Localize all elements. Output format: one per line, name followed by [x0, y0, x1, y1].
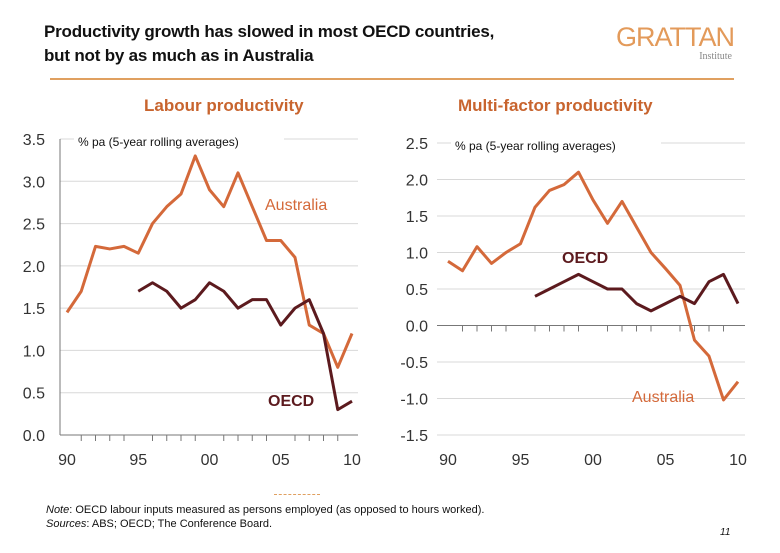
- note-label: Note: [46, 504, 70, 516]
- y-tick-label: 2.0: [406, 173, 428, 190]
- sources-line: Sources: ABS; OECD; The Conference Board…: [46, 517, 484, 531]
- series-line-australia: [447, 170, 740, 402]
- y-tick-label: 3.5: [23, 132, 45, 149]
- y-tick-label: 3.0: [23, 174, 45, 191]
- chart-title-mfp: Multi-factor productivity: [458, 96, 653, 115]
- title-line-1: Productivity growth has slowed in most O…: [44, 22, 495, 41]
- y-axis-label: % pa (5-year rolling averages): [78, 135, 239, 149]
- chart-title-labour: Labour productivity: [144, 96, 304, 115]
- series-label-australia: Australia: [632, 389, 694, 406]
- y-tick-label: -1.5: [400, 428, 428, 445]
- x-tick-label: 95: [512, 452, 530, 469]
- y-tick-label: 1.0: [406, 246, 428, 263]
- page-number: 11: [720, 527, 731, 538]
- sources-text: : ABS; OECD; The Conference Board.: [86, 518, 273, 530]
- grattan-logo: GRATTAN Institute: [606, 22, 735, 66]
- y-tick-label: 0.0: [23, 428, 45, 445]
- x-tick-label: 00: [584, 452, 602, 469]
- series-label-oecd: OECD: [268, 393, 314, 410]
- series-line-oecd: [534, 272, 740, 313]
- sources-label: Sources: [46, 518, 87, 530]
- subtitle-bg: [451, 135, 661, 151]
- footnote: Note: OECD labour inputs measured as per…: [46, 503, 484, 531]
- logo-text: GRATTAN: [616, 22, 735, 52]
- series-label-oecd: OECD: [562, 250, 608, 267]
- x-tick-label: 05: [657, 452, 675, 469]
- x-tick-label: 00: [201, 452, 219, 469]
- y-tick-label: -0.5: [400, 355, 428, 372]
- y-tick-label: 0.0: [406, 319, 428, 336]
- y-axis-label: % pa (5-year rolling averages): [455, 139, 616, 153]
- y-tick-label: 1.5: [406, 209, 428, 226]
- note-line: Note: OECD labour inputs measured as per…: [46, 503, 484, 517]
- y-tick-label: 0.5: [406, 282, 428, 299]
- series-line-australia: [65, 154, 354, 369]
- series-line-oecd: [137, 281, 353, 412]
- subtitle-bg: [74, 131, 284, 147]
- header-divider: [50, 78, 734, 80]
- y-tick-label: -1.0: [400, 392, 428, 409]
- slide-title: Productivity growth has slowed in most O…: [44, 20, 494, 68]
- y-tick-label: 2.0: [23, 259, 45, 276]
- y-tick-label: 1.5: [23, 301, 45, 318]
- y-tick-label: 1.0: [23, 343, 45, 360]
- logo-subtext: Institute: [699, 51, 732, 62]
- x-tick-label: 90: [439, 452, 457, 469]
- dashed-divider: [274, 494, 320, 495]
- y-tick-label: 2.5: [406, 136, 428, 153]
- x-tick-label: 10: [343, 452, 361, 469]
- x-tick-label: 90: [58, 452, 76, 469]
- title-line-2: but not by as much as in Australia: [44, 46, 314, 65]
- x-tick-label: 95: [129, 452, 147, 469]
- y-tick-label: 0.5: [23, 386, 45, 403]
- x-tick-label: 05: [272, 452, 290, 469]
- note-text: : OECD labour inputs measured as persons…: [69, 504, 485, 516]
- series-label-australia: Australia: [265, 197, 327, 214]
- x-tick-label: 10: [729, 452, 747, 469]
- y-tick-label: 2.5: [23, 217, 45, 234]
